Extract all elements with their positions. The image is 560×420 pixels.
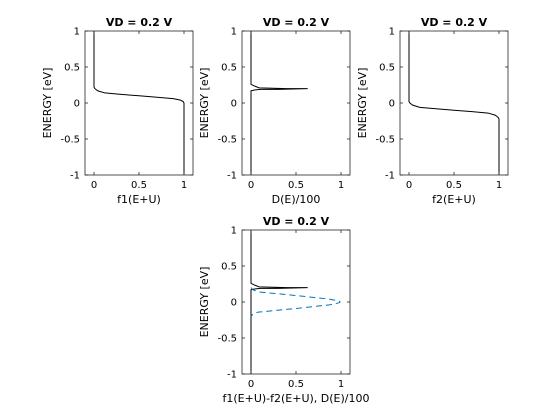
- y-tick-label: 0: [231, 298, 237, 309]
- y-tick-label: 1: [389, 27, 395, 38]
- y-tick-label: -0.5: [375, 135, 395, 146]
- x-tick-label: 1: [181, 180, 187, 191]
- y-tick-label: 1: [231, 226, 237, 237]
- series-line-1: [93, 31, 185, 175]
- x-tick-label: 0: [406, 180, 412, 191]
- series-line-2: [250, 287, 341, 317]
- x-tick-label: 0: [248, 379, 254, 390]
- x-tick-label: 0.5: [131, 180, 147, 191]
- x-tick-label: 0: [248, 180, 254, 191]
- chart-title: VD = 0.2 V: [263, 215, 330, 228]
- y-tick-label: 1: [74, 27, 80, 38]
- x-axis-label: f1(E+U)-f2(E+U), D(E)/100: [222, 392, 369, 405]
- axes-box: [241, 229, 351, 375]
- x-tick-label: 1: [496, 180, 502, 191]
- subplot-3: 0 0.5 1 1 0.5 0 -0.5 -1 VD = 0.2 V f2(E+U) ENERGY …: [356, 16, 509, 206]
- x-axis-label: D(E)/100: [272, 193, 321, 206]
- y-axis-label: ENERGY [eV]: [198, 267, 211, 338]
- subplot-2: 0 0.5 1 1 0.5 0 -0.5 -1 VD = 0.2 V D(E)/100 ENERGY…: [198, 16, 351, 206]
- x-tick-label: 1: [338, 379, 344, 390]
- y-tick-label: -1: [227, 171, 237, 182]
- x-tick-label: 0.5: [446, 180, 462, 191]
- y-tick-label: -1: [385, 171, 395, 182]
- y-tick-label: 0: [74, 99, 80, 110]
- x-tick-label: 0.5: [288, 379, 304, 390]
- y-tick-label: 0: [231, 99, 237, 110]
- axes-box: [84, 30, 194, 176]
- series-line-1: [408, 31, 500, 175]
- y-tick-label: 0: [389, 99, 395, 110]
- chart-title: VD = 0.2 V: [421, 16, 488, 29]
- y-axis-label: ENERGY [eV]: [356, 68, 369, 139]
- series-line-1: [250, 230, 308, 374]
- subplot-4: 0 0.5 1 1 0.5 0 -0.5 -1 VD = 0.2 V f1(E+U)-f2(E+U…: [198, 215, 370, 405]
- y-tick-label: -1: [227, 370, 237, 381]
- y-tick-label: 1: [231, 27, 237, 38]
- axes-box: [399, 30, 509, 176]
- series-line-1: [250, 31, 308, 175]
- y-tick-label: -0.5: [217, 334, 237, 345]
- x-axis-label: f2(E+U): [432, 193, 476, 206]
- y-axis-label: ENERGY [eV]: [41, 68, 54, 139]
- y-tick-label: 0.5: [221, 63, 237, 74]
- y-tick-label: 0.5: [64, 63, 80, 74]
- x-axis-label: f1(E+U): [117, 193, 161, 206]
- y-tick-label: -1: [70, 171, 80, 182]
- x-tick-label: 0: [91, 180, 97, 191]
- y-tick-label: -0.5: [217, 135, 237, 146]
- y-tick-label: 0.5: [379, 63, 395, 74]
- subplot-1: 0 0.5 1 1 0.5 0 -0.5 -1 VD = 0.2 V f1(E+U) ENERGY …: [41, 16, 194, 206]
- chart-title: VD = 0.2 V: [106, 16, 173, 29]
- y-tick-label: -0.5: [60, 135, 80, 146]
- y-axis-label: ENERGY [eV]: [198, 68, 211, 139]
- y-tick-label: 0.5: [221, 262, 237, 273]
- axes-box: [241, 30, 351, 176]
- x-tick-label: 1: [338, 180, 344, 191]
- x-tick-label: 0.5: [288, 180, 304, 191]
- chart-title: VD = 0.2 V: [263, 16, 330, 29]
